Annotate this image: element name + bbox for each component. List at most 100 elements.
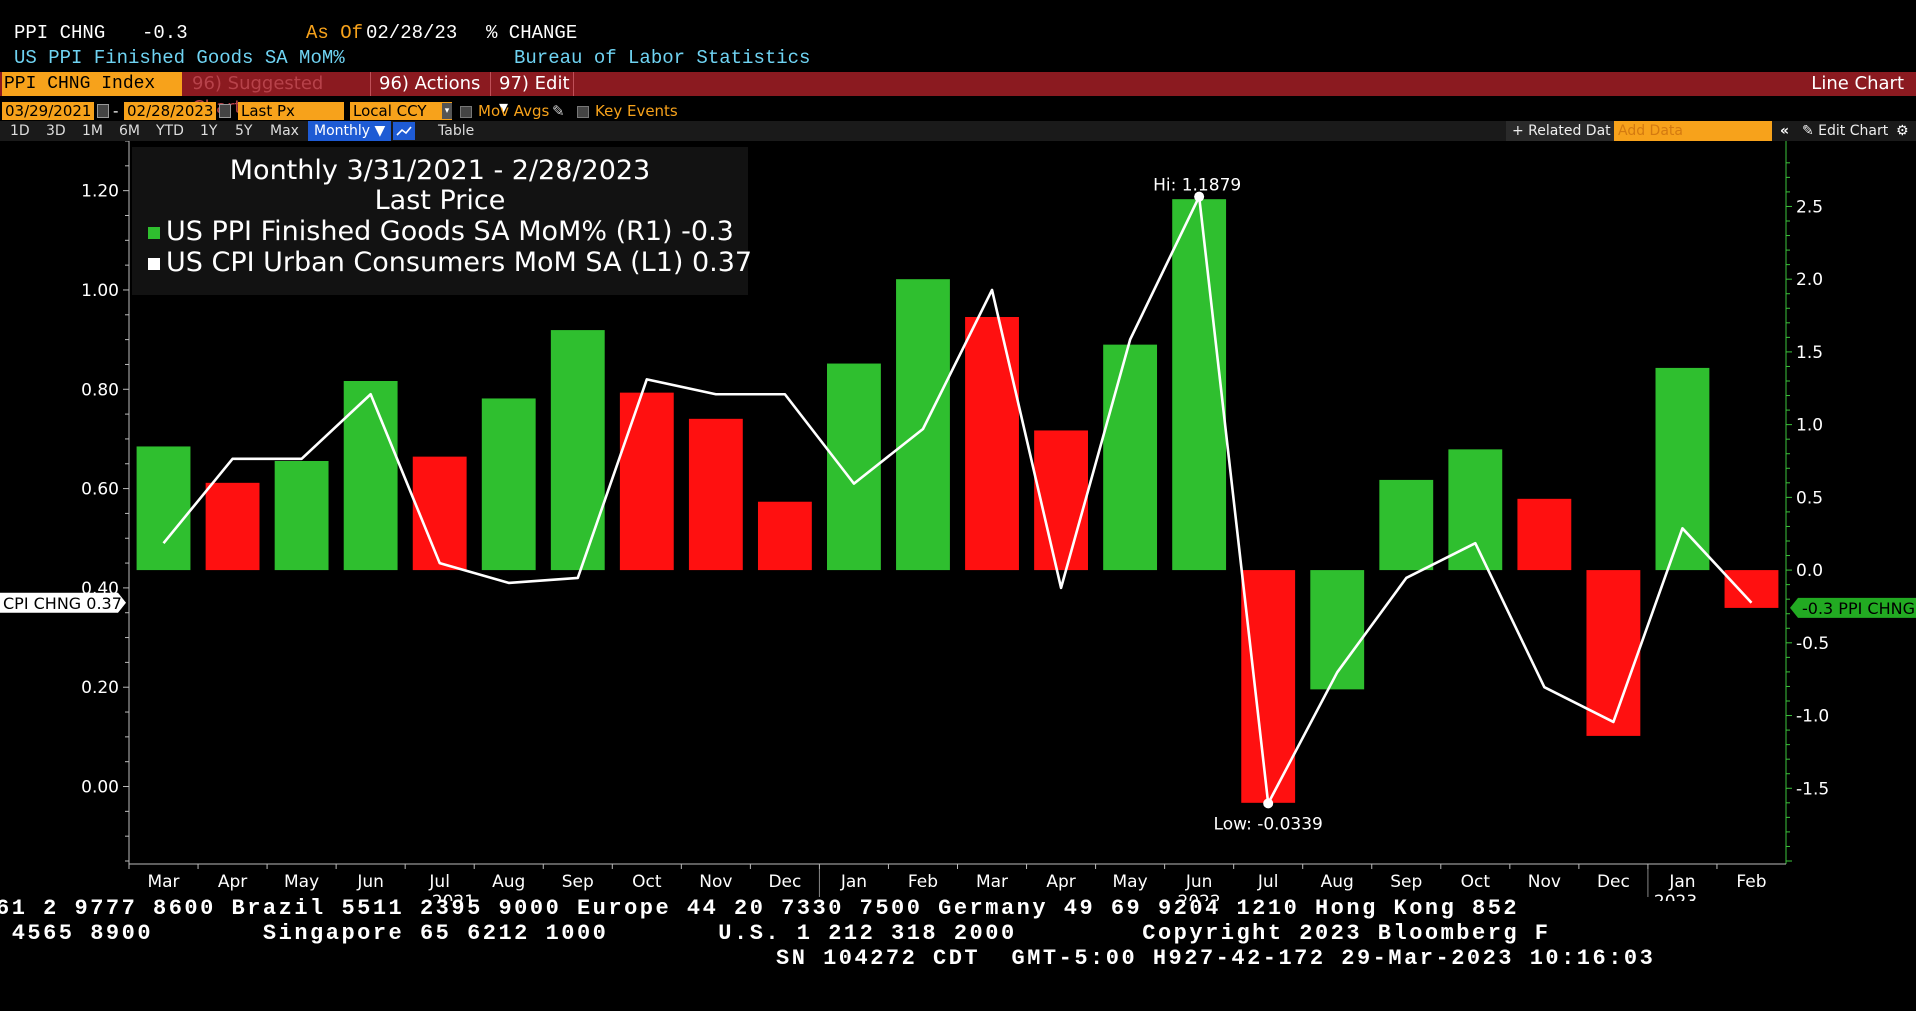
x-tick-label: Jul	[1257, 872, 1279, 892]
ppi-bar	[1448, 449, 1503, 571]
period-1d[interactable]: 1D	[10, 123, 30, 139]
x-tick-label: Apr	[1046, 872, 1075, 892]
period-max[interactable]: Max	[270, 123, 299, 139]
period-5y[interactable]: 5Y	[235, 123, 253, 139]
ppi-bar	[412, 456, 467, 571]
period-3d[interactable]: 3D	[46, 123, 66, 139]
x-tick-label: Mar	[976, 872, 1008, 892]
key-events-checkbox[interactable]	[577, 105, 589, 118]
low-label: Low: -0.0339	[1214, 814, 1323, 834]
ppi-bar	[1517, 498, 1572, 571]
year-label: 2023	[1654, 892, 1697, 901]
add-data-input[interactable]: Add Data	[1614, 121, 1772, 141]
ppi-bar	[481, 398, 536, 571]
start-calendar-icon[interactable]	[97, 104, 109, 122]
x-tick-label: Mar	[147, 872, 179, 892]
chart-labels: 0.000.200.400.600.801.001.20-1.5-1.0-0.5…	[0, 176, 1916, 901]
x-tick-label: Jan	[1668, 872, 1695, 892]
x-tick-label: Nov	[699, 872, 732, 892]
chart-legend: Monthly 3/31/2021 - 2/28/2023 Last Price…	[132, 147, 752, 295]
ppi-last-tag-label: -0.3 PPI CHNG	[1802, 599, 1915, 618]
left-tick-label: 0.60	[81, 480, 119, 500]
period-6m[interactable]: 6M	[119, 123, 140, 139]
suggested-charts-button[interactable]: 96) Suggested Charts	[192, 73, 324, 118]
ppi-bar	[896, 279, 950, 571]
footer-session-line: SN 104272 CDT GMT-5:00 H927-42-172 29-Ma…	[776, 946, 1656, 971]
end-calendar-icon[interactable]	[219, 104, 231, 122]
x-tick-label: Jan	[840, 872, 867, 892]
ppi-bar	[1655, 367, 1710, 571]
right-tick-label: 1.0	[1796, 416, 1823, 436]
price-select[interactable]: Last Px	[238, 102, 344, 120]
year-label: 2022	[1178, 892, 1221, 901]
x-tick-label: May	[1113, 872, 1148, 892]
mov-avgs-toggle[interactable]: Mov Avgs	[460, 102, 549, 120]
left-tick-label: 1.00	[81, 281, 119, 301]
right-tick-label: -1.0	[1796, 707, 1829, 727]
x-tick-label: Jul	[428, 872, 450, 892]
ppi-bar	[619, 392, 674, 571]
x-tick-label: Aug	[492, 872, 525, 892]
ppi-bar	[1172, 199, 1227, 571]
period-1y[interactable]: 1Y	[200, 123, 218, 139]
x-tick-label: Dec	[1597, 872, 1630, 892]
footer-contact-line2: 4565 8900 Singapore 65 6212 1000 U.S. 1 …	[0, 921, 1551, 946]
currency-select[interactable]: Local CCY	[350, 102, 452, 120]
ppi-bar	[688, 418, 743, 571]
date-separator: -	[113, 102, 119, 120]
frequency-select[interactable]: Monthly ▼	[308, 121, 392, 141]
end-date-field[interactable]: 02/28/2023	[124, 102, 216, 120]
right-tick-label: 2.5	[1796, 197, 1823, 217]
cpi-line	[162, 191, 1753, 809]
start-date-field[interactable]: 03/29/2021	[2, 102, 94, 120]
security-index-field[interactable]: PPI CHNG Index	[2, 72, 182, 96]
hi-marker	[1194, 191, 1205, 202]
legend-ppi-label: US PPI Finished Goods SA MoM% (R1) -0.3	[166, 216, 734, 247]
ppi-bar	[965, 317, 1019, 571]
x-tick-label: Jun	[356, 872, 384, 892]
ppi-bar	[757, 501, 812, 571]
hi-label: Hi: 1.1879	[1153, 176, 1241, 196]
x-tick-label: May	[284, 872, 319, 892]
right-tick-label: -0.5	[1796, 634, 1829, 654]
table-button[interactable]: Table	[438, 123, 475, 139]
x-tick-label: Oct	[632, 872, 662, 892]
right-tick-label: -1.5	[1796, 779, 1829, 799]
x-tick-label: Aug	[1321, 872, 1354, 892]
as-of-date: 02/28/23	[366, 22, 458, 44]
cpi-swatch	[148, 257, 160, 270]
x-tick-label: Feb	[908, 872, 938, 892]
period-selector-bar: 1D 3D 1M 6M YTD 1Y 5Y Max Monthly ▼ Tabl…	[0, 121, 1916, 141]
ppi-bar	[550, 330, 605, 571]
key-events-toggle[interactable]: Key Events	[577, 102, 678, 120]
line-chart-icon[interactable]	[393, 122, 415, 140]
x-tick-label: Dec	[768, 872, 801, 892]
legend-cpi-entry[interactable]: US CPI Urban Consumers MoM SA (L1) 0.37	[148, 247, 752, 278]
mov-avgs-checkbox[interactable]	[460, 105, 472, 118]
x-tick-label: Nov	[1528, 872, 1561, 892]
legend-ppi-entry[interactable]: US PPI Finished Goods SA MoM% (R1) -0.3	[148, 216, 734, 247]
gear-icon[interactable]: ⚙	[1896, 123, 1909, 139]
period-1m[interactable]: 1M	[82, 123, 103, 139]
currency-dropdown-icon[interactable]: ▾	[442, 103, 452, 119]
edit-menu[interactable]: 97) Edit ▾	[490, 72, 574, 118]
footer-contact-line1: 61 2 9777 8600 Brazil 5511 2395 9000 Eur…	[0, 896, 1520, 921]
chart-area: 0.000.200.400.600.801.001.20-1.5-1.0-0.5…	[0, 141, 1916, 901]
year-label: 2021	[432, 892, 475, 901]
mov-avgs-label: Mov Avgs	[478, 102, 550, 120]
related-data-button[interactable]: + Related Dat	[1506, 121, 1617, 141]
right-tick-label: 0.5	[1796, 488, 1823, 508]
actions-menu[interactable]: 96) Actions ▾	[370, 72, 488, 118]
collapse-icon[interactable]: «	[1780, 123, 1790, 139]
pencil-icon[interactable]: ✎	[552, 102, 565, 120]
chart-type-label[interactable]: Line Chart	[1811, 73, 1904, 94]
edit-chart-button[interactable]: ✎ Edit Chart	[1802, 123, 1889, 139]
ppi-swatch	[148, 226, 160, 239]
x-tick-label: Sep	[562, 872, 594, 892]
period-ytd[interactable]: YTD	[156, 123, 184, 139]
ppi-last-tag	[1790, 597, 1916, 618]
legend-cpi-label: US CPI Urban Consumers MoM SA (L1) 0.37	[166, 247, 753, 278]
left-tick-label: 0.20	[81, 678, 119, 698]
legend-price-type: Last Price	[374, 185, 506, 216]
ppi-bar	[1310, 570, 1365, 690]
